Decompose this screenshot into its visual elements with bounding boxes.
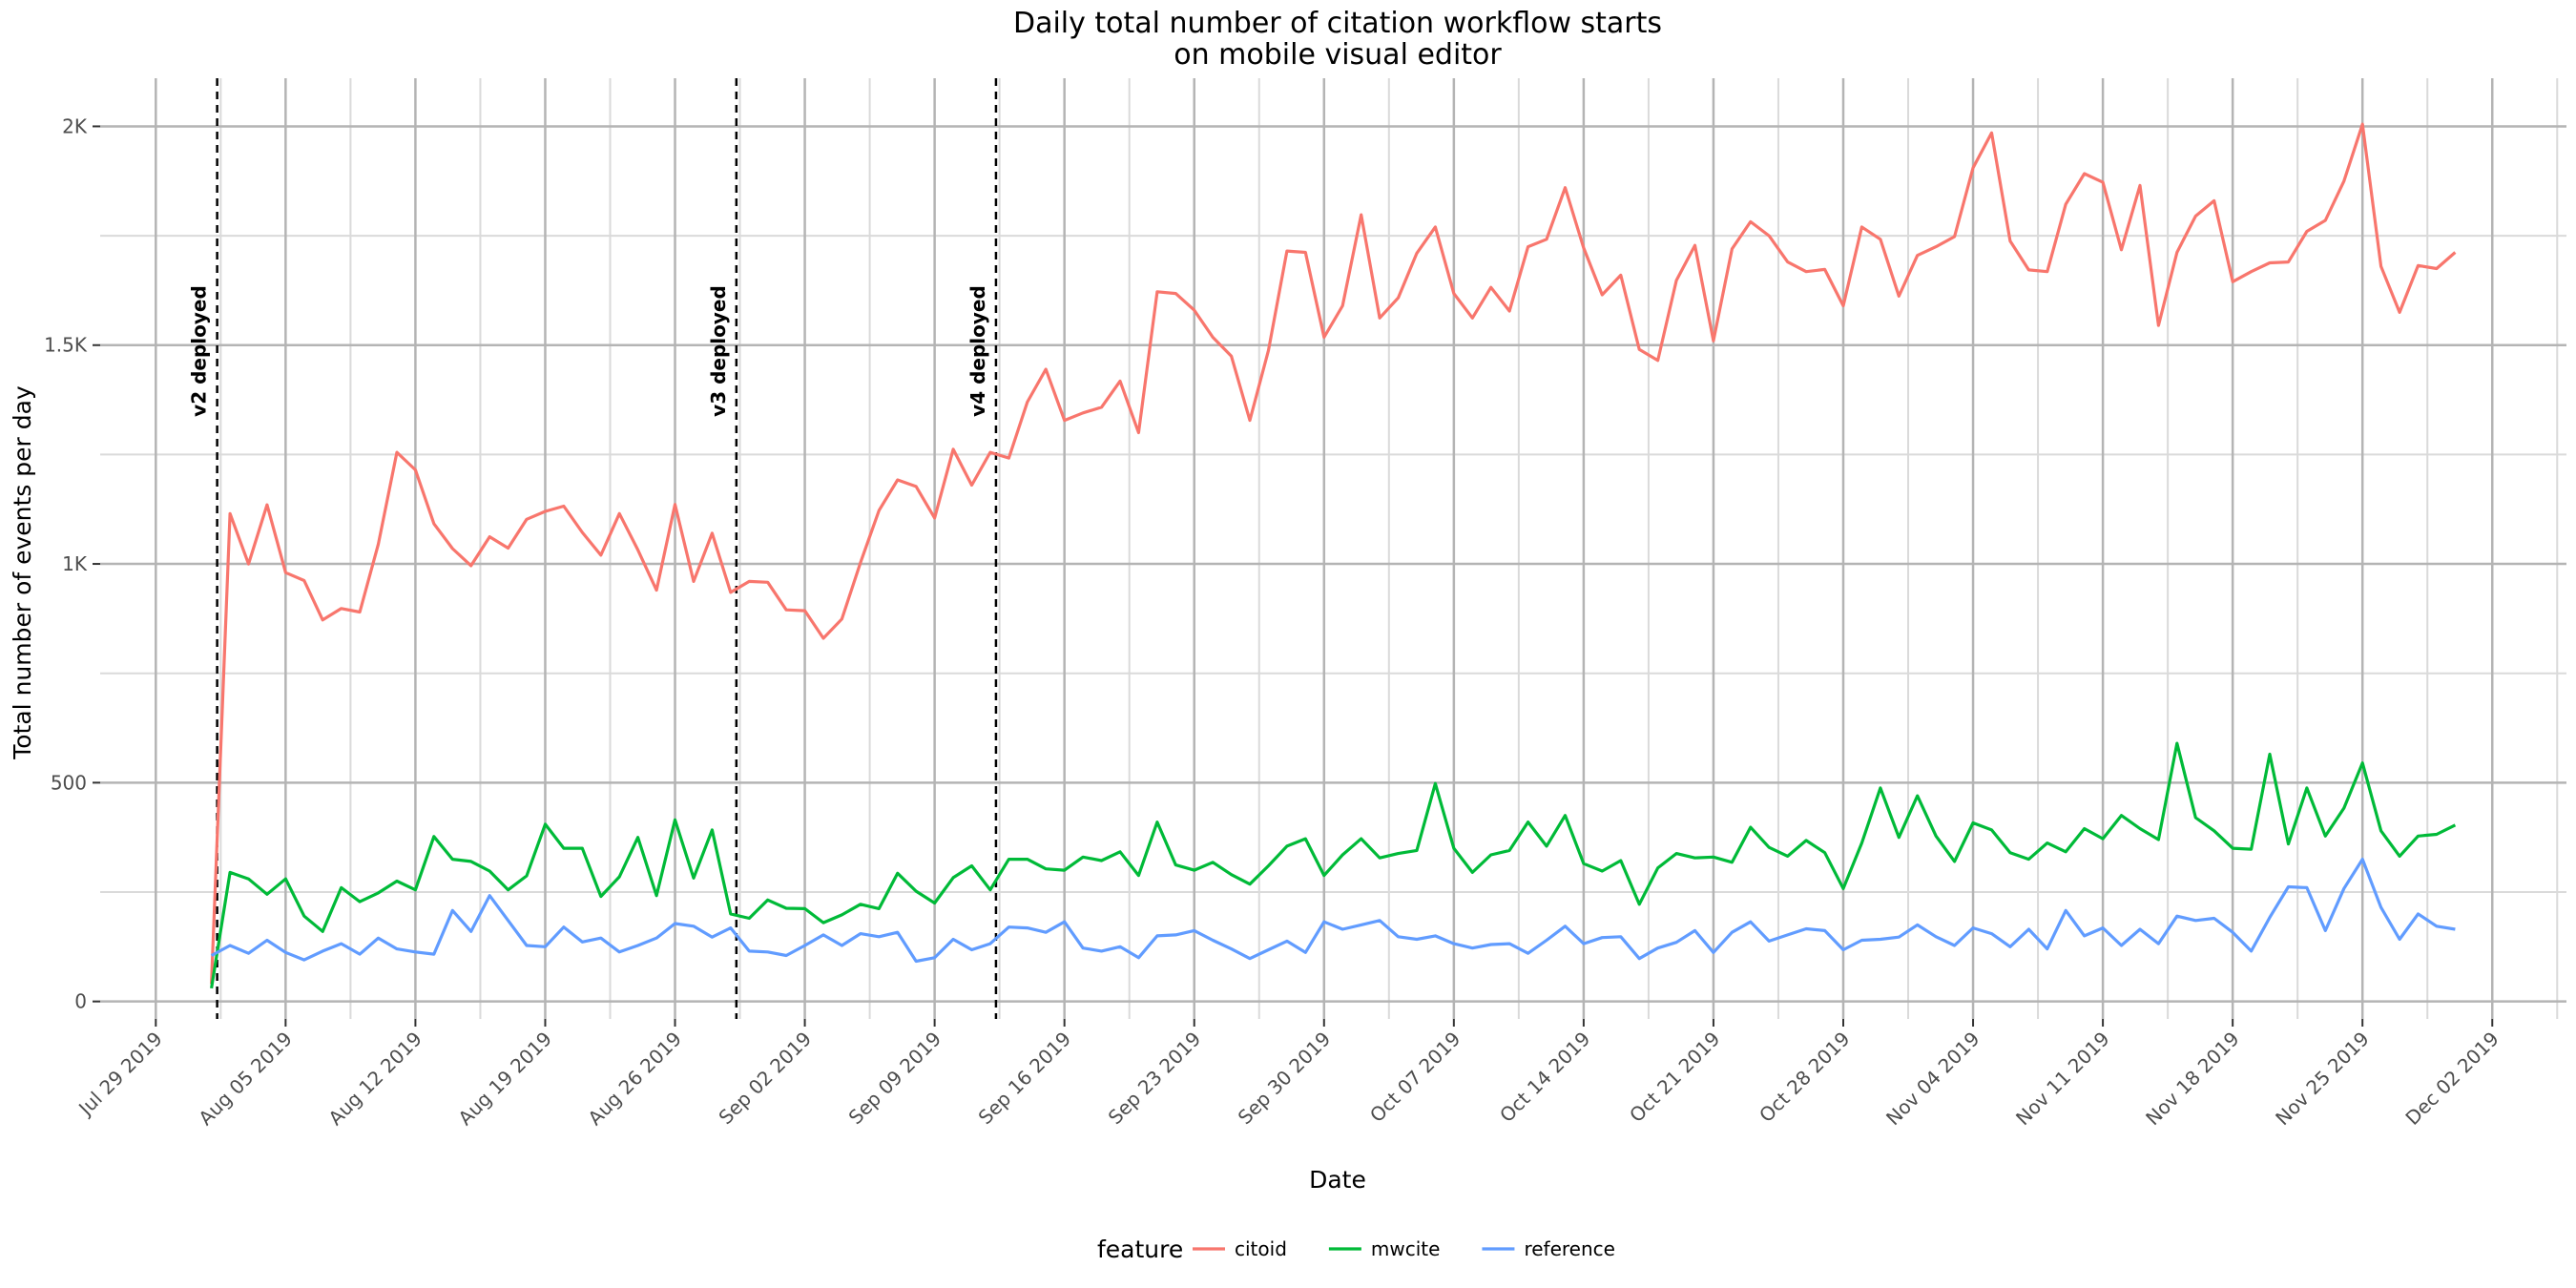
- x-tick-label: Sep 09 2019: [844, 1028, 946, 1130]
- y-tick-label: 1K: [62, 552, 88, 575]
- x-tick-label: Nov 18 2019: [2141, 1028, 2244, 1131]
- x-tick-label: Oct 28 2019: [1755, 1028, 1854, 1127]
- major-gridlines: [100, 78, 2566, 1019]
- legend-title: feature: [1097, 1236, 1183, 1263]
- x-tick-label: Nov 04 2019: [1881, 1028, 1984, 1131]
- x-tick-label: Aug 26 2019: [583, 1028, 686, 1131]
- x-tick-label: Oct 07 2019: [1365, 1028, 1465, 1127]
- x-tick-label: Aug 19 2019: [453, 1028, 556, 1131]
- deployment-lines: v2 deployed v3 deployed v4 deployed: [188, 78, 998, 1019]
- x-tick-label: Sep 30 2019: [1234, 1028, 1336, 1130]
- x-axis-title: Date: [1309, 1166, 1366, 1194]
- y-axis: 0 500 1K 1.5K 2K: [44, 114, 100, 1013]
- x-tick-label: Sep 02 2019: [714, 1028, 816, 1130]
- x-tick-label: Oct 21 2019: [1625, 1028, 1724, 1127]
- deployment-label: v4 deployed: [966, 285, 989, 417]
- chart-title-line-1: Daily total number of citation workflow …: [1013, 7, 1662, 40]
- y-tick-label: 2K: [62, 114, 88, 137]
- x-axis: Jul 29 2019 Aug 05 2019 Aug 12 2019 Aug 19 …: [73, 1019, 2503, 1130]
- x-tick-label: Nov 11 2019: [2011, 1028, 2114, 1131]
- series-line-mwcite: [210, 741, 2457, 989]
- minor-gridlines: [100, 78, 2566, 1019]
- y-tick-label: 500: [51, 771, 87, 794]
- legend: feature citoid mwcite reference: [1097, 1236, 1615, 1263]
- x-tick-label: Aug 12 2019: [323, 1028, 426, 1131]
- chart-title-line-2: on mobile visual editor: [1174, 38, 1502, 72]
- x-tick-label: Sep 23 2019: [1104, 1028, 1206, 1130]
- x-tick-label: Aug 05 2019: [194, 1028, 297, 1131]
- y-axis-title: Total number of events per day: [9, 385, 36, 760]
- series-line-citoid: [210, 122, 2457, 985]
- deployment-label: v3 deployed: [707, 285, 730, 417]
- y-tick-label: 0: [74, 990, 87, 1013]
- x-tick-label: Nov 25 2019: [2271, 1028, 2374, 1131]
- x-tick-label: Dec 02 2019: [2400, 1028, 2503, 1130]
- x-tick-label: Oct 14 2019: [1495, 1028, 1594, 1127]
- series-line-reference: [210, 857, 2456, 964]
- deployment-label: v2 deployed: [188, 285, 211, 417]
- legend-label-citoid: citoid: [1235, 1237, 1287, 1260]
- legend-label-mwcite: mwcite: [1371, 1237, 1441, 1260]
- legend-label-reference: reference: [1524, 1237, 1615, 1260]
- y-tick-label: 1.5K: [44, 334, 88, 357]
- x-tick-label: Jul 29 2019: [73, 1028, 166, 1121]
- x-tick-label: Sep 16 2019: [974, 1028, 1076, 1130]
- series-lines: [210, 122, 2457, 989]
